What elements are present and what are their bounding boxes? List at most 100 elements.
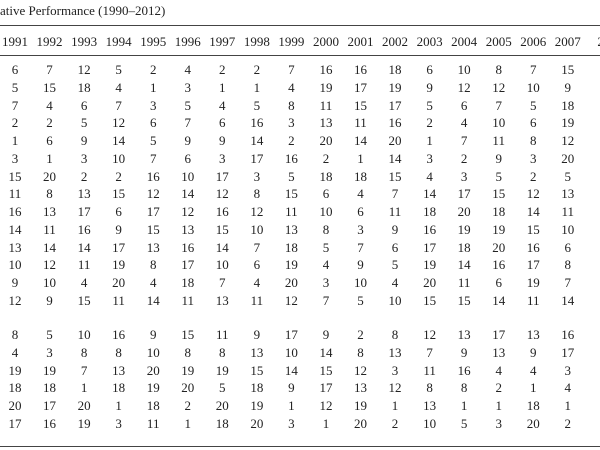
cell: 13 xyxy=(181,221,195,237)
cell: 2 xyxy=(530,168,537,184)
cell: 11 xyxy=(388,204,402,219)
cell: 18 xyxy=(492,204,506,219)
cell: 13 xyxy=(457,327,471,342)
cell: 12 xyxy=(181,204,195,219)
cell: 19 xyxy=(146,380,160,396)
cell: 6 xyxy=(11,62,19,77)
cell: 20 xyxy=(181,380,195,396)
cell: 17 xyxy=(354,79,367,95)
cell: 16 xyxy=(112,327,126,342)
cell: 8 xyxy=(564,257,572,273)
cell: 1 xyxy=(253,79,261,95)
cell: 13 xyxy=(77,186,91,202)
cell: 6 xyxy=(460,97,468,113)
cell: 19 xyxy=(250,398,264,413)
cell: 3 xyxy=(219,150,226,166)
cell: 12 xyxy=(112,115,126,131)
cell: 1 xyxy=(288,398,295,413)
cell: 6 xyxy=(219,115,226,131)
cell: 18 xyxy=(388,62,402,77)
cell: 8 xyxy=(460,380,468,396)
cell: 4 xyxy=(46,97,53,113)
cell: 13 xyxy=(215,292,229,308)
cell: 17 xyxy=(181,257,195,273)
cell: 11 xyxy=(285,204,298,219)
cell: 8 xyxy=(46,186,53,202)
cell: 13 xyxy=(492,344,506,360)
cell: 14 xyxy=(423,186,437,202)
cell: 3 xyxy=(564,362,572,378)
cell: 4 xyxy=(253,275,261,290)
cell: 1 xyxy=(46,150,53,166)
bottom-rule xyxy=(0,446,600,447)
cell: 2 xyxy=(11,115,19,131)
cell: 3 xyxy=(460,168,468,184)
column-header: 1993 xyxy=(71,34,98,49)
top-rule xyxy=(0,25,600,26)
cell: 11 xyxy=(8,186,22,202)
cell: 15 xyxy=(112,186,126,202)
cell: 8 xyxy=(495,62,502,77)
cell: 1 xyxy=(530,380,537,396)
cell: 17 xyxy=(112,239,126,255)
column-header: 2000 xyxy=(312,34,339,49)
cell: 20 xyxy=(77,398,91,413)
cell: 3 xyxy=(288,115,295,131)
cell: 18 xyxy=(8,380,22,396)
cell: 3 xyxy=(46,344,53,360)
cell: 9 xyxy=(288,380,295,396)
cell: 9 xyxy=(149,327,157,342)
cell: 9 xyxy=(391,221,399,237)
cell: 4 xyxy=(322,257,330,273)
cell: 7 xyxy=(564,275,572,290)
cell: 5 xyxy=(11,79,19,95)
cell: 2 xyxy=(80,168,88,184)
cell: 16 xyxy=(561,327,575,342)
cell: 20 xyxy=(112,275,126,290)
cell: 16 xyxy=(215,204,229,219)
cell: 2 xyxy=(149,62,157,77)
cell: 16 xyxy=(354,62,367,77)
cell: 3 xyxy=(288,415,295,431)
cell: 7 xyxy=(460,133,468,148)
cell: 19 xyxy=(388,79,402,95)
header-rule xyxy=(0,55,600,56)
cell: 10 xyxy=(492,115,506,131)
cell: 12 xyxy=(319,398,333,413)
cell: 1 xyxy=(219,79,226,95)
cell: 14 xyxy=(561,292,575,308)
cell: 12 xyxy=(43,257,57,273)
cell: 18 xyxy=(43,380,57,396)
cell: 16 xyxy=(284,150,298,166)
cell: 19 xyxy=(284,257,298,273)
cell: 1 xyxy=(391,398,399,413)
cell: 17 xyxy=(526,257,540,273)
cell: 10 xyxy=(146,344,160,360)
cell: 11 xyxy=(492,133,505,148)
cell: 10 xyxy=(354,275,367,290)
cell: 19 xyxy=(43,362,57,378)
cell: 12 xyxy=(354,362,367,378)
cell: 5 xyxy=(184,97,192,113)
cell: 5 xyxy=(530,97,537,113)
cell: 19 xyxy=(526,275,540,290)
cell: 9 xyxy=(495,150,502,166)
cell: 9 xyxy=(115,221,122,237)
column-header: 1994 xyxy=(105,34,132,49)
column-header: 1999 xyxy=(278,34,305,49)
cell: 9 xyxy=(253,327,261,342)
cell: 4 xyxy=(80,275,88,290)
column-header: 2005 xyxy=(485,34,512,49)
cell: 9 xyxy=(530,344,537,360)
cell: 5 xyxy=(46,327,53,342)
cell: 11 xyxy=(43,221,56,237)
cell: 13 xyxy=(43,204,57,219)
cell: 17 xyxy=(8,415,22,431)
cell: 11 xyxy=(457,275,471,290)
cell: 3 xyxy=(253,168,261,184)
cell: 15 xyxy=(215,221,229,237)
cell: 11 xyxy=(77,257,91,273)
cell: 14 xyxy=(43,239,57,255)
cell: 3 xyxy=(357,221,364,237)
cell: 12 xyxy=(250,204,264,219)
